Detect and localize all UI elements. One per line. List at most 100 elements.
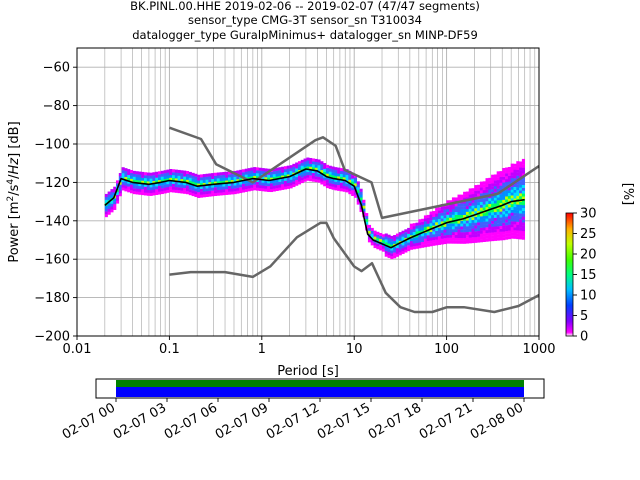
heatmap-cell [432,225,436,229]
heatmap-cell [216,184,220,188]
heatmap-cell [488,221,492,225]
heatmap-cell [306,174,310,178]
heatmap-cell [199,174,204,178]
heatmap-cell [202,174,206,178]
heatmap-cell [432,234,436,238]
heatmap-cell [471,222,475,226]
heatmap-cell [437,230,442,234]
heatmap-cell [261,182,265,186]
heatmap-cell [488,206,492,210]
heatmap-cell [507,207,511,211]
y-tick-label: −100 [34,138,70,153]
heatmap-cell [477,204,481,209]
heatmap-cell [311,175,316,179]
heatmap-cell [222,177,226,181]
heatmap-cell [132,182,136,186]
heatmap-cell [507,210,511,214]
heatmap-cell [118,187,122,191]
heatmap-cell [351,181,355,185]
heatmap-cell [488,238,492,242]
heatmap-cell [521,184,525,188]
heatmap-cell [390,235,394,239]
heatmap-cell [510,192,514,196]
heatmap-cell [421,218,425,222]
heatmap-cell [225,191,229,195]
heatmap-cell [437,233,442,237]
heatmap-cell [345,177,349,181]
heatmap-cell [376,237,380,241]
heatmap-cell [107,191,111,195]
heatmap-cell [505,222,509,226]
heatmap-cell [295,182,299,186]
heatmap-cell [334,178,338,182]
x-tick-label: 1000 [522,342,555,357]
heatmap-cell [510,218,514,222]
heatmap-cell [505,190,509,194]
heatmap-cell [491,217,495,221]
heatmap-cell [398,237,402,241]
heatmap-cell [496,182,500,186]
heatmap-cell [124,179,128,183]
heatmap-cell [149,172,153,176]
heatmap-cell [401,250,405,254]
heatmap-cell [283,174,288,178]
heatmap-cell [202,194,206,198]
heatmap-cell [342,180,346,184]
heatmap-cell [141,177,145,181]
heatmap-cell [230,185,234,189]
heatmap-cell [356,181,360,185]
heatmap-cell [253,169,257,174]
heatmap-cell [465,226,470,230]
heatmap-cell [118,184,122,188]
heatmap-cell [144,192,148,196]
heatmap-cell [138,188,142,192]
heatmap-cell [130,184,134,188]
colorbar-tick-label: 5 [580,309,588,324]
heatmap-cell [292,163,296,167]
heatmap-cell [460,197,464,201]
heatmap-cell [502,216,506,221]
heatmap-cell [471,228,475,232]
heatmap-cell [423,235,428,239]
heatmap-cell [435,242,439,246]
heatmap-cell [390,244,394,248]
heatmap-cell [496,211,500,215]
heatmap-cell [415,231,419,235]
heatmap-cell [376,231,380,235]
heatmap-cell [510,201,514,205]
heatmap-cell [519,181,523,185]
heatmap-cell [135,171,139,175]
heatmap-cell [521,193,525,197]
heatmap-cell [314,179,318,183]
heatmap-cell [507,198,511,202]
heatmap-cell [208,187,212,191]
heatmap-cell [460,206,464,210]
heatmap-cell [127,180,131,184]
heatmap-cell [283,180,288,184]
heatmap-cell [177,184,181,188]
heatmap-cell [121,170,125,174]
heatmap-cell [505,193,509,197]
heatmap-cell [211,190,215,194]
heatmap-cell [121,178,125,182]
heatmap-cell [463,229,467,233]
heatmap-cell [146,189,150,193]
heatmap-cell [426,217,430,221]
heatmap-cell [365,221,369,225]
heatmap-cell [421,241,425,245]
heatmap-cell [499,176,503,180]
heatmap-cell [463,203,467,207]
heatmap-cell [339,185,344,189]
heatmap-cell [485,192,489,196]
heatmap-cell [440,232,444,236]
heatmap-cell [493,203,497,207]
heatmap-cell [169,174,173,178]
heatmap-cell [457,220,461,224]
heatmap-cell [132,191,136,195]
heatmap-cell [521,202,525,206]
heatmap-cell [155,191,159,195]
heatmap-cell [412,240,416,244]
y-tick-label: −120 [34,176,70,191]
heatmap-cell [443,223,447,227]
heatmap-cell [477,202,481,206]
